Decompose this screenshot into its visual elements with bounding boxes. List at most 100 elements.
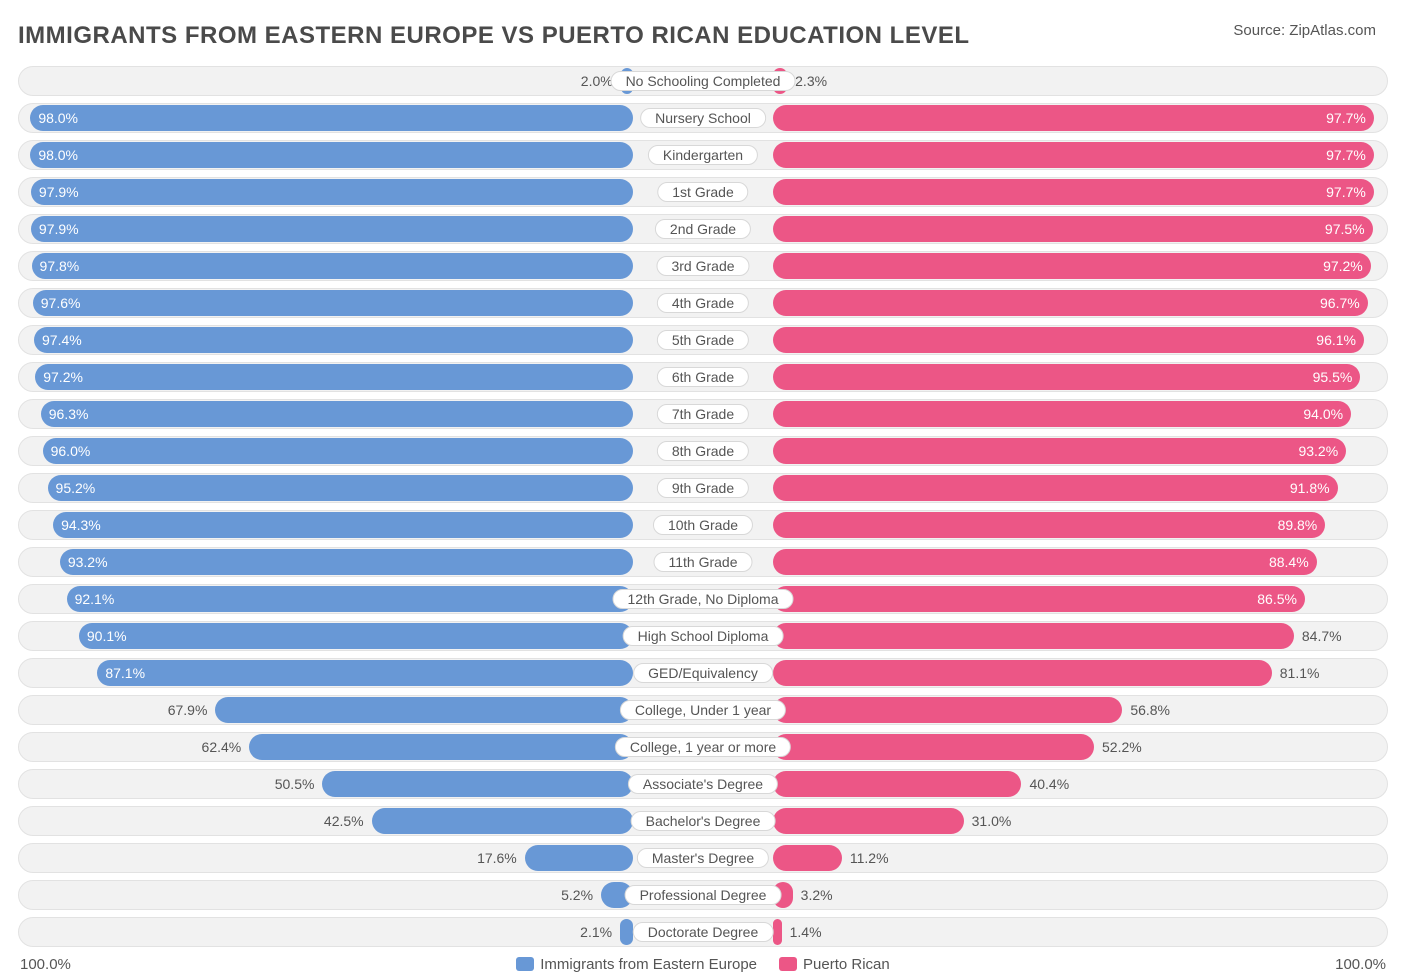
- category-label: 1st Grade: [657, 182, 748, 202]
- bar-left: 94.3%: [53, 512, 633, 538]
- value-left: 97.9%: [39, 221, 79, 237]
- chart-footer: 100.0% Immigrants from Eastern Europe Pu…: [0, 954, 1406, 973]
- bar-right: 96.1%: [773, 327, 1364, 353]
- row-left-half: 62.4%: [18, 734, 703, 760]
- value-left: 2.0%: [581, 73, 613, 89]
- category-label: Kindergarten: [648, 145, 758, 165]
- bar-right: 89.8%: [773, 512, 1325, 538]
- value-left: 62.4%: [202, 739, 242, 755]
- bar-left: 97.8%: [32, 253, 633, 279]
- category-label: 7th Grade: [657, 404, 749, 424]
- category-label: 4th Grade: [657, 293, 749, 313]
- axis-left-end: 100.0%: [20, 956, 71, 973]
- bar-left: [525, 845, 633, 871]
- chart-row: 96.0%93.2%8th Grade: [18, 436, 1388, 466]
- axis-right-end: 100.0%: [1335, 956, 1386, 973]
- value-left: 97.8%: [40, 258, 80, 274]
- row-left-half: 67.9%: [18, 697, 703, 723]
- category-label: 12th Grade, No Diploma: [613, 589, 794, 609]
- bar-right: 91.8%: [773, 475, 1338, 501]
- category-label: 10th Grade: [653, 515, 753, 535]
- value-right: 97.5%: [1325, 221, 1365, 237]
- row-left-half: 17.6%: [18, 845, 703, 871]
- row-left-half: 2.1%: [18, 919, 703, 945]
- legend-item-left: Immigrants from Eastern Europe: [516, 956, 757, 973]
- source-prefix: Source:: [1233, 22, 1289, 39]
- row-left-half: 2.0%: [18, 68, 703, 94]
- value-left: 97.2%: [43, 369, 83, 385]
- row-right-half: 94.0%: [703, 401, 1388, 427]
- row-left-half: 97.9%: [18, 179, 703, 205]
- legend-item-right: Puerto Rican: [779, 956, 890, 973]
- value-left: 95.2%: [56, 480, 96, 496]
- bar-right: [773, 919, 782, 945]
- value-left: 90.1%: [87, 628, 127, 644]
- value-right: 81.1%: [1280, 665, 1320, 681]
- category-label: College, 1 year or more: [615, 737, 791, 757]
- category-label: 5th Grade: [657, 330, 749, 350]
- chart-area: 2.0%2.3%No Schooling Completed98.0%97.7%…: [0, 60, 1406, 947]
- chart-row: 97.9% 97.7% 1st Grade: [18, 177, 1388, 207]
- bar-left: 97.9%: [31, 216, 633, 242]
- chart-row: 95.2% 91.8% 9th Grade: [18, 473, 1388, 503]
- row-right-half: 81.1%: [703, 660, 1388, 686]
- bar-left: 93.2%: [60, 549, 633, 575]
- category-label: High School Diploma: [623, 626, 784, 646]
- value-left: 97.6%: [41, 295, 81, 311]
- bar-left: [372, 808, 633, 834]
- row-right-half: 97.7%: [703, 179, 1388, 205]
- row-right-half: 89.8%: [703, 512, 1388, 538]
- category-label: 3rd Grade: [656, 256, 749, 276]
- chart-row: 98.0%97.7%Nursery School: [18, 103, 1388, 133]
- row-right-half: 95.5%: [703, 364, 1388, 390]
- row-left-half: 96.3%: [18, 401, 703, 427]
- chart-row: 17.6%11.2%Master's Degree: [18, 843, 1388, 873]
- row-right-half: 56.8%: [703, 697, 1388, 723]
- row-left-half: 97.4%: [18, 327, 703, 353]
- value-right: 97.7%: [1326, 184, 1366, 200]
- chart-row: 94.3% 89.8% 10th Grade: [18, 510, 1388, 540]
- bar-right: 93.2%: [773, 438, 1346, 464]
- category-label: 2nd Grade: [655, 219, 751, 239]
- value-right: 2.3%: [795, 73, 827, 89]
- chart-row: 92.1%86.5%12th Grade, No Diploma: [18, 584, 1388, 614]
- row-left-half: 93.2%: [18, 549, 703, 575]
- row-right-half: 40.4%: [703, 771, 1388, 797]
- legend-label-right: Puerto Rican: [803, 956, 890, 973]
- value-right: 97.2%: [1323, 258, 1363, 274]
- bar-right: 97.7%: [773, 179, 1374, 205]
- category-label: Professional Degree: [625, 885, 782, 905]
- value-left: 87.1%: [105, 665, 145, 681]
- chart-row: 97.4% 96.1% 5th Grade: [18, 325, 1388, 355]
- row-left-half: 97.9%: [18, 216, 703, 242]
- bar-right: [773, 771, 1021, 797]
- chart-row: 97.2% 95.5%6th Grade: [18, 362, 1388, 392]
- value-right: 31.0%: [972, 813, 1012, 829]
- value-left: 2.1%: [580, 924, 612, 940]
- row-left-half: 97.2%: [18, 364, 703, 390]
- bar-left: 97.6%: [33, 290, 633, 316]
- bar-left: 97.9%: [31, 179, 633, 205]
- value-left: 94.3%: [61, 517, 101, 533]
- value-right: 97.7%: [1326, 147, 1366, 163]
- chart-row: 87.1%81.1%GED/Equivalency: [18, 658, 1388, 688]
- category-label: College, Under 1 year: [620, 700, 786, 720]
- header: IMMIGRANTS FROM EASTERN EUROPE VS PUERTO…: [0, 0, 1406, 60]
- category-label: Nursery School: [640, 108, 766, 128]
- bar-left: 97.2%: [35, 364, 633, 390]
- chart-row: 97.6%96.7%4th Grade: [18, 288, 1388, 318]
- value-left: 42.5%: [324, 813, 364, 829]
- value-left: 97.9%: [39, 184, 79, 200]
- category-label: 9th Grade: [657, 478, 749, 498]
- legend-swatch-left: [516, 957, 534, 971]
- bar-right: 97.7%: [773, 105, 1374, 131]
- value-right: 84.7%: [1302, 628, 1342, 644]
- source-attribution: Source: ZipAtlas.com: [1233, 22, 1376, 39]
- chart-row: 93.2%88.4%11th Grade: [18, 547, 1388, 577]
- value-left: 17.6%: [477, 850, 517, 866]
- chart-row: 97.9% 97.5% 2nd Grade: [18, 214, 1388, 244]
- category-label: 6th Grade: [657, 367, 749, 387]
- value-left: 93.2%: [68, 554, 108, 570]
- value-left: 92.1%: [75, 591, 115, 607]
- chart-row: 96.3%94.0%7th Grade: [18, 399, 1388, 429]
